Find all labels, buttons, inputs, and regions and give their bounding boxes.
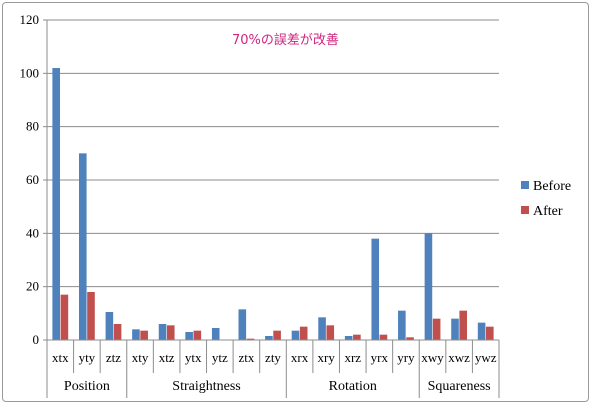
bar-after-xtx xyxy=(60,294,69,340)
bar-after-ytx xyxy=(193,330,202,340)
category-label: ytz xyxy=(212,350,228,365)
bar-before-ywz xyxy=(477,322,486,340)
bar-before-xrx xyxy=(291,330,300,340)
bars xyxy=(52,68,494,340)
category-label: xrz xyxy=(344,350,361,365)
group-label: Squareness xyxy=(428,379,491,394)
bar-before-ztz xyxy=(105,312,114,340)
bar-after-ywz xyxy=(486,326,494,340)
category-label: xtx xyxy=(52,350,69,365)
bar-before-yrx xyxy=(371,238,380,340)
bar-before-xwy xyxy=(424,233,433,340)
legend-after-label: After xyxy=(533,204,563,219)
category-label: yry xyxy=(397,350,415,365)
bar-after-xwz xyxy=(459,310,468,340)
y-tick-label: 20 xyxy=(26,279,39,294)
bar-before-yry xyxy=(398,310,406,340)
category-label: xwz xyxy=(448,350,470,365)
y-tick-label: 120 xyxy=(20,12,40,27)
category-label: ytx xyxy=(185,350,202,365)
y-axis-ticks: 0 20 40 60 80 100 120 xyxy=(20,12,47,347)
bar-after-yrx xyxy=(379,334,388,340)
category-label: ztx xyxy=(238,350,254,365)
annotation-text: 70%の誤差が改善 xyxy=(232,32,339,48)
category-label: ztz xyxy=(106,350,121,365)
bar-before-yty xyxy=(78,153,87,340)
y-tick-label: 0 xyxy=(33,332,40,347)
y-tick-label: 100 xyxy=(20,65,40,80)
bar-before-ztx xyxy=(238,309,247,340)
group-label: Straightness xyxy=(172,379,240,394)
bar-after-xwy xyxy=(432,318,441,340)
category-label: xty xyxy=(132,350,149,365)
category-label: xwy xyxy=(421,350,444,365)
bar-before-ytx xyxy=(185,332,193,340)
bar-after-yry xyxy=(406,337,414,340)
bar-after-zty xyxy=(273,330,281,340)
y-tick-label: 60 xyxy=(26,172,39,187)
category-label: yrx xyxy=(371,350,389,365)
gridlines xyxy=(47,19,499,288)
category-label: xry xyxy=(318,350,336,365)
legend: Before After xyxy=(521,179,571,219)
axes xyxy=(46,20,499,341)
legend-after-swatch xyxy=(521,206,529,214)
category-label: xtz xyxy=(159,350,175,365)
bar-after-xtz xyxy=(166,325,175,340)
bar-before-zty xyxy=(265,336,273,340)
bar-after-xrx xyxy=(299,326,308,340)
bar-after-xry xyxy=(326,325,335,340)
legend-before-swatch xyxy=(521,181,529,189)
category-label: xrx xyxy=(291,350,309,365)
group-labels: Position Straightness Rotation Squareness xyxy=(46,373,500,398)
bar-before-xtx xyxy=(52,68,60,340)
y-tick-label: 80 xyxy=(26,119,39,134)
bar-before-xtz xyxy=(158,324,167,340)
category-label: yty xyxy=(79,350,96,365)
bar-after-ztx xyxy=(246,338,255,340)
bar-after-xrz xyxy=(353,334,361,340)
bar-after-xty xyxy=(140,330,148,340)
legend-before-label: Before xyxy=(533,179,571,194)
group-label: Rotation xyxy=(329,379,377,394)
bar-before-ytz xyxy=(211,328,220,340)
category-label: ywz xyxy=(475,350,497,365)
y-tick-label: 40 xyxy=(26,225,39,240)
category-labels: xtx yty ztz xty xtz ytx ytz ztx zty xrx xry xrz yrx y… xyxy=(46,340,500,373)
category-label: zty xyxy=(265,350,281,365)
bar-before-xrz xyxy=(344,336,353,340)
group-label: Position xyxy=(64,379,110,394)
bar-after-ztz xyxy=(113,324,122,340)
bar-before-xty xyxy=(132,329,140,340)
bar-after-yty xyxy=(87,292,95,340)
bar-before-xry xyxy=(318,317,326,340)
bar-before-xwz xyxy=(451,318,459,340)
